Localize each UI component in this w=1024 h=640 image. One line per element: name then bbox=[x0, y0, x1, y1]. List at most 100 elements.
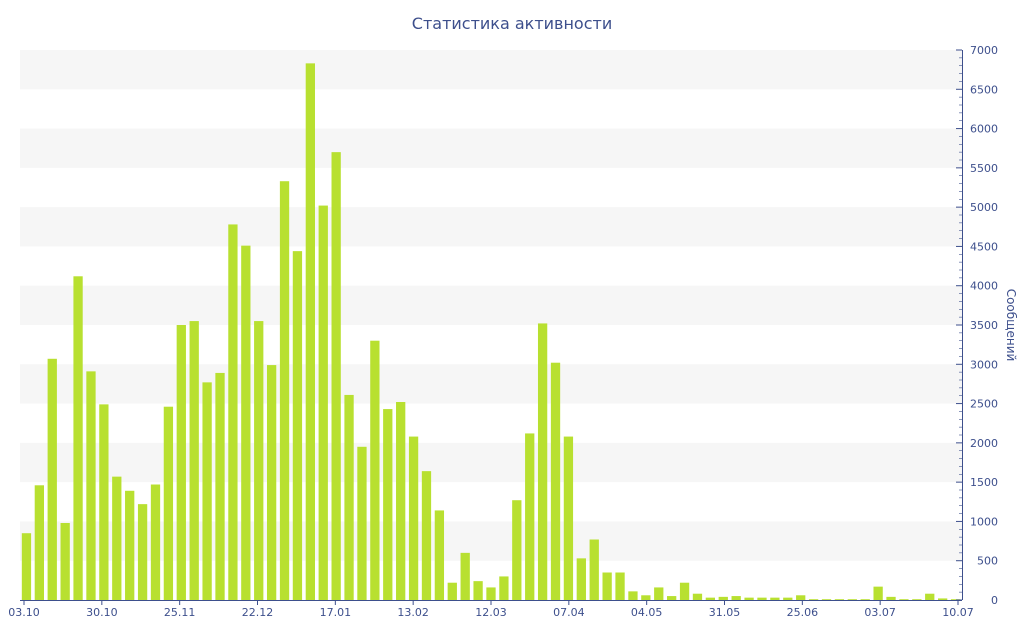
bar bbox=[408, 436, 419, 600]
bar bbox=[860, 599, 870, 600]
bar bbox=[796, 595, 806, 600]
bar bbox=[628, 591, 638, 600]
bar bbox=[576, 558, 586, 600]
bar bbox=[912, 599, 922, 600]
bar bbox=[112, 476, 122, 600]
y-axis-label: Сообщений bbox=[1004, 289, 1018, 362]
bar bbox=[150, 484, 161, 600]
bar bbox=[499, 576, 509, 600]
grid-bands bbox=[20, 50, 962, 561]
bar bbox=[925, 593, 935, 600]
y-tick-label: 1500 bbox=[970, 476, 998, 489]
x-tick-label: 22.12 bbox=[242, 606, 274, 619]
grid-band bbox=[20, 128, 962, 168]
bar bbox=[486, 587, 496, 600]
bar bbox=[241, 245, 251, 600]
x-tick-label: 07.04 bbox=[553, 606, 585, 619]
y-tick-label: 3000 bbox=[970, 358, 998, 371]
x-tick-label: 25.06 bbox=[787, 606, 819, 619]
bar bbox=[834, 599, 845, 600]
bar bbox=[718, 596, 728, 600]
bar bbox=[34, 485, 44, 600]
bar bbox=[938, 598, 948, 600]
x-axis: 03.10 30.10 25.11 22.12 17.01 13.02 12.03 07.04… bbox=[8, 600, 974, 619]
bar bbox=[21, 533, 32, 600]
bar bbox=[370, 340, 380, 600]
bar bbox=[318, 205, 328, 600]
bar bbox=[899, 599, 909, 600]
bar bbox=[950, 599, 961, 600]
bar bbox=[279, 181, 290, 600]
y-tick-label: 4500 bbox=[970, 240, 998, 253]
y-tick-label: 2500 bbox=[970, 398, 998, 411]
x-tick-label: 30.10 bbox=[86, 606, 118, 619]
y-tick-label: 5500 bbox=[970, 162, 998, 175]
bar bbox=[86, 371, 96, 600]
x-tick-label: 13.02 bbox=[397, 606, 429, 619]
bar bbox=[615, 572, 625, 600]
bar bbox=[679, 582, 690, 600]
bar bbox=[847, 599, 857, 600]
bar bbox=[344, 394, 354, 600]
bar bbox=[228, 224, 238, 600]
bar bbox=[886, 596, 896, 600]
bar bbox=[383, 409, 393, 600]
y-tick-label: 6000 bbox=[970, 123, 998, 136]
y-tick-label: 500 bbox=[977, 555, 998, 568]
bar bbox=[292, 251, 303, 600]
y-tick-label: 6500 bbox=[970, 83, 998, 96]
bar bbox=[550, 362, 561, 600]
y-tick-label: 0 bbox=[991, 594, 998, 607]
y-axis: 0 500 1000 1500 2000 2500 3000 3500 4000 4500 5000… bbox=[956, 44, 998, 607]
bar bbox=[434, 510, 445, 600]
bar bbox=[266, 365, 277, 600]
bar bbox=[137, 504, 148, 600]
x-tick-label: 12.03 bbox=[475, 606, 507, 619]
bar bbox=[396, 402, 406, 600]
grid-band bbox=[20, 442, 962, 483]
bar bbox=[589, 539, 599, 600]
x-tick-label: 31.05 bbox=[709, 606, 741, 619]
y-tick-label: 1000 bbox=[970, 515, 998, 528]
bar bbox=[563, 436, 574, 600]
grid-band bbox=[20, 364, 962, 404]
bar bbox=[254, 321, 264, 600]
grid-band bbox=[20, 285, 962, 325]
x-tick-label: 10.07 bbox=[942, 606, 974, 619]
bar bbox=[692, 593, 703, 600]
bar bbox=[525, 433, 535, 600]
bar-series bbox=[21, 63, 961, 601]
y-tick-label: 2000 bbox=[970, 437, 998, 450]
bar bbox=[215, 372, 225, 600]
bar bbox=[512, 500, 522, 600]
bar bbox=[305, 63, 315, 601]
bar bbox=[99, 404, 109, 600]
bar bbox=[873, 586, 883, 600]
bar bbox=[47, 358, 57, 600]
bar bbox=[357, 446, 367, 600]
bar bbox=[770, 597, 780, 600]
bar bbox=[202, 382, 212, 600]
y-tick-label: 4000 bbox=[970, 280, 998, 293]
bar bbox=[421, 471, 432, 600]
bar bbox=[808, 599, 819, 600]
y-tick-label: 5000 bbox=[970, 201, 998, 214]
x-tick-label: 25.11 bbox=[164, 606, 196, 619]
grid-band bbox=[20, 207, 962, 247]
bar bbox=[821, 599, 832, 600]
y-tick-label: 7000 bbox=[970, 44, 998, 57]
bar bbox=[163, 406, 174, 600]
bar bbox=[705, 597, 716, 600]
bar bbox=[537, 323, 548, 600]
bar bbox=[667, 596, 677, 600]
x-tick-label: 03.07 bbox=[864, 606, 896, 619]
bar bbox=[73, 276, 83, 600]
bar bbox=[460, 552, 470, 600]
x-tick-label: 17.01 bbox=[320, 606, 352, 619]
bar bbox=[125, 490, 135, 600]
bar bbox=[654, 587, 664, 600]
grid-band bbox=[20, 521, 962, 561]
chart-title: Статистика активности bbox=[411, 14, 613, 33]
